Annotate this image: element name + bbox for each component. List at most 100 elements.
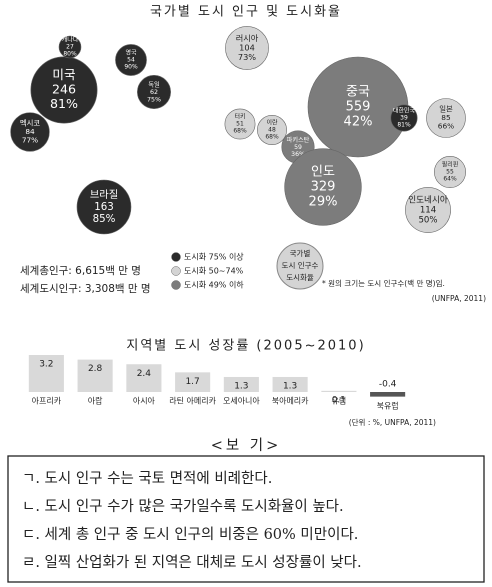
box-item: ㄴ. 도시 인구 수가 많은 국가일수록 도시화율이 높다. <box>22 498 344 515</box>
bar <box>370 392 406 397</box>
bubble-size: 559 <box>346 100 371 115</box>
bubble <box>390 104 418 132</box>
bar <box>272 376 308 392</box>
bubble-name: 브라질 <box>90 189 118 201</box>
bubble <box>137 75 171 109</box>
bar <box>28 355 64 392</box>
x-tick-label: 아시아 <box>133 396 156 406</box>
bubble <box>225 26 269 70</box>
bubble-name: 독일 <box>148 80 160 89</box>
bubble-name: 인도네시아 <box>408 195 448 206</box>
value-label: 2.8 <box>88 364 103 374</box>
bubble-rate: 81% <box>50 96 78 111</box>
bubble-rate: 66% <box>438 122 454 131</box>
bubble-rate: 85% <box>93 213 116 225</box>
annotation: 세계도시인구: 3,308백 만 명 <box>20 283 151 295</box>
size-legend-bubble <box>276 242 324 290</box>
legend-label: 도시화 50~74% <box>184 267 244 276</box>
legend-swatch <box>171 252 181 262</box>
bubble-name: 중국 <box>346 85 370 100</box>
bubble-name: 캐나다 <box>62 36 79 44</box>
bubble-size: 51 <box>236 121 244 128</box>
bar <box>126 364 162 392</box>
bubble-size: 163 <box>94 201 114 213</box>
bubble-size: 85 <box>441 113 451 122</box>
size-legend-text: 도시화율 <box>286 273 314 282</box>
bubble-size: 55 <box>446 169 454 176</box>
bubble-name: 대한민국 <box>393 107 416 115</box>
box-title: <보 기> <box>211 437 282 454</box>
bubble-name: 멕시코 <box>20 119 41 128</box>
x-tick-label: 유럽 <box>332 397 347 406</box>
bar <box>175 372 211 392</box>
bar <box>321 390 357 392</box>
value-label: -0.4 <box>379 380 397 390</box>
bubble-size: 114 <box>420 206 436 216</box>
bubble-size: 59 <box>294 144 302 151</box>
bubble-size: 62 <box>150 89 158 96</box>
bubble-size: 104 <box>239 43 255 53</box>
note: * 원의 크기는 도시 인구수(백 만 명)임. <box>322 278 445 288</box>
value-label: 2.4 <box>137 369 152 379</box>
bubble-size: 39 <box>400 115 408 122</box>
bubble-rate: 73% <box>238 52 256 62</box>
bubble-rate: 42% <box>344 114 373 129</box>
size-legend-text: 국가별 <box>290 248 311 258</box>
bubble <box>284 148 362 226</box>
box-item: ㄹ. 일찍 산업화가 된 지역은 대체로 도시 성장률이 낮다. <box>22 554 362 571</box>
bubble-rate: 90% <box>124 63 138 70</box>
bubble-name: 이란 <box>266 119 278 127</box>
x-tick-label: 오세아니아 <box>223 396 260 406</box>
legend-swatch <box>171 280 181 290</box>
bubble-size: 84 <box>25 127 35 136</box>
bubble-rate: 68% <box>265 133 279 140</box>
bubble-size: 329 <box>311 180 336 195</box>
bubble-rate: 80% <box>63 50 77 57</box>
bubble-name: 러시아 <box>236 33 259 43</box>
bubble <box>10 112 50 152</box>
source: (단위 : %, UNFPA, 2011) <box>349 417 436 427</box>
bar <box>223 376 259 392</box>
box-item: ㄱ. 도시 인구 수는 국토 면적에 비례한다. <box>22 470 272 487</box>
x-tick-label: 라틴 아메리카 <box>169 396 216 406</box>
bubble-name: 미국 <box>52 67 75 82</box>
bubble-name: 파키스탄 <box>287 136 310 144</box>
bubble <box>30 56 98 124</box>
map-title: 국가별 도시 인구 및 도시화율 <box>150 5 342 20</box>
x-tick-label: 북유럽 <box>377 402 399 411</box>
bubble-rate: 81% <box>397 121 411 128</box>
bubble-name: 영국 <box>125 49 137 57</box>
bar <box>77 359 113 392</box>
box <box>7 455 485 583</box>
bubble-rate: 68% <box>233 127 247 134</box>
legend-label: 도시화 49% 이하 <box>184 280 244 290</box>
bubble <box>426 98 466 138</box>
value-label: 1.3 <box>283 381 297 391</box>
value-label: 3.2 <box>39 360 53 370</box>
x-tick-label: 아랍 <box>88 396 103 406</box>
bubble <box>224 108 256 140</box>
source: (UNFPA, 2011) <box>432 294 486 303</box>
bubble-name: 터키 <box>234 113 245 121</box>
bubble <box>257 115 287 145</box>
value-label: 0.1 <box>332 395 346 405</box>
bubble <box>115 44 147 76</box>
bubble-size: 246 <box>52 82 76 97</box>
bubble-name: 필리핀 <box>442 161 459 169</box>
value-label: 1.3 <box>234 381 248 391</box>
box-item: ㄷ. 세계 총 인구 중 도시 인구의 비중은 60% 미만이다. <box>22 526 358 543</box>
bubble-name: 인도 <box>311 165 335 180</box>
bubble-rate: 77% <box>22 135 38 144</box>
bubble-rate: 50% <box>418 215 437 225</box>
x-tick-label: 아프리카 <box>32 396 62 406</box>
bar-title: 지역별 도시 성장률 (2005~2010) <box>126 339 365 354</box>
bubble-rate: 29% <box>309 194 338 209</box>
size-legend-text: 도시 인구수 <box>282 260 319 270</box>
x-tick-label: 북아메리카 <box>272 396 309 406</box>
bubble <box>76 179 132 235</box>
bubble <box>434 156 466 188</box>
bubble-name: 일본 <box>439 104 453 113</box>
bubble-size: 48 <box>268 127 276 134</box>
annotation: 세계총인구: 6,615백 만 명 <box>20 265 141 277</box>
